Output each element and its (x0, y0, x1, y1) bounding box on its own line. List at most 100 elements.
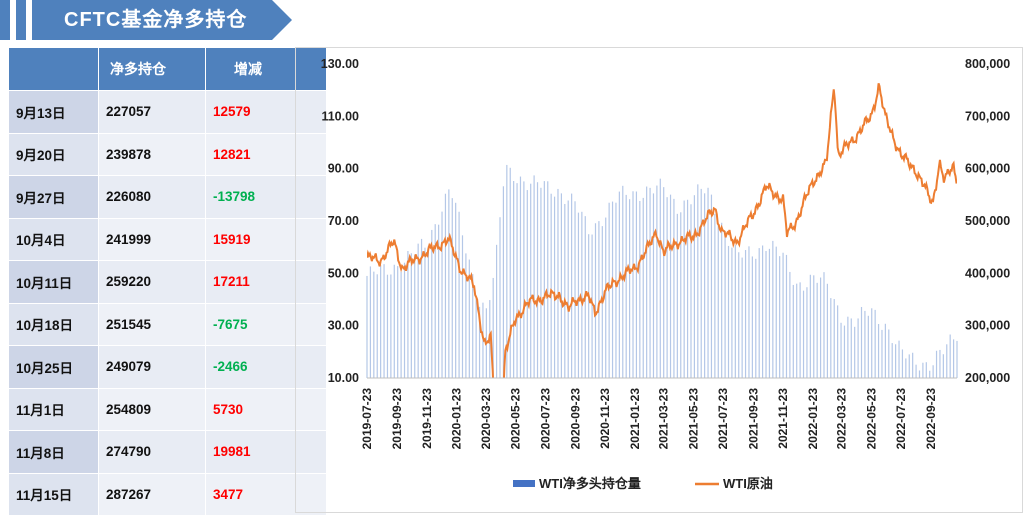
bar (513, 181, 515, 378)
bar (506, 164, 508, 378)
bar (837, 305, 839, 378)
bar (686, 199, 689, 378)
y-left-tick-label: 10.00 (328, 371, 359, 385)
y-right-tick-label: 200,000 (965, 371, 1010, 385)
row-date: 9月13日 (8, 90, 99, 134)
bar (383, 264, 385, 378)
bar (635, 191, 638, 378)
table-row: 10月18日 251545 -7675 (8, 302, 327, 346)
table-row: 10月11日 259220 17211 (8, 260, 327, 304)
bar (710, 194, 713, 378)
bar (843, 325, 846, 378)
bar (826, 283, 829, 378)
table-row: 10月4日 241999 15919 (8, 217, 327, 261)
bar (526, 190, 528, 378)
bar (495, 244, 498, 378)
bar (622, 185, 624, 378)
bar (407, 250, 409, 378)
bar (772, 240, 774, 378)
bar (918, 370, 921, 378)
bar (523, 181, 525, 378)
banner-title: CFTC基金净多持仓 (64, 9, 248, 31)
row-change: 12821 (205, 132, 327, 176)
bar (543, 181, 545, 378)
bar (693, 195, 695, 378)
row-net: 274790 (98, 430, 206, 474)
row-change: 19981 (205, 430, 327, 474)
x-tick-label: 2021-01-23 (628, 388, 642, 450)
bar (608, 202, 610, 378)
legend-line-label: WTI原油 (723, 476, 773, 491)
row-change: 17211 (205, 260, 327, 304)
y-left-tick-label: 90.00 (328, 162, 359, 176)
bar (444, 193, 447, 378)
bar (775, 246, 777, 378)
row-net: 259220 (98, 260, 206, 304)
bar (560, 193, 562, 378)
bar (649, 187, 651, 378)
bar (458, 211, 460, 378)
bar (455, 202, 457, 378)
bar (646, 186, 648, 378)
y-left-tick-label: 130.00 (321, 57, 359, 71)
bar (956, 340, 958, 378)
combo-chart: 130.00 110.00 90.00 70.00 50.00 30.00 10.00 800… (321, 57, 1010, 491)
bar (666, 197, 668, 378)
bar (376, 274, 378, 378)
bar (796, 283, 798, 378)
bar (806, 287, 808, 378)
row-date: 11月1日 (8, 387, 99, 431)
bar (929, 370, 931, 378)
bar (864, 310, 866, 378)
bar (748, 246, 750, 378)
table-row: 10月25日 249079 -2466 (8, 345, 327, 389)
bar (605, 217, 607, 378)
header-change: 增减 (205, 47, 327, 91)
bar (567, 200, 569, 378)
bar (888, 329, 890, 378)
bar (434, 224, 436, 378)
row-change: 12579 (205, 90, 327, 134)
bar (420, 238, 423, 378)
bar (461, 235, 464, 378)
bar (530, 183, 532, 378)
bar (414, 254, 416, 378)
row-change: 5730 (205, 387, 327, 431)
bar (792, 284, 794, 378)
bar (857, 318, 859, 378)
bar (765, 250, 767, 378)
bar (847, 316, 849, 378)
bar (799, 282, 801, 378)
y-left-tick-label: 50.00 (328, 266, 359, 280)
bar (738, 252, 740, 378)
bar (547, 181, 549, 378)
bar (509, 167, 511, 378)
bar (533, 175, 535, 378)
x-tick-label: 2021-11-23 (776, 388, 790, 449)
bar (373, 271, 375, 378)
bar (690, 204, 692, 378)
y-right-tick-label: 700,000 (965, 109, 1010, 123)
bar (915, 364, 917, 378)
bar (867, 315, 869, 378)
row-net: 226080 (98, 175, 206, 219)
table-row: 11月1日 254809 5730 (8, 387, 327, 431)
bar (922, 362, 924, 378)
bar (598, 221, 600, 378)
bar (369, 266, 372, 378)
chart-frame (295, 47, 1023, 513)
bar (564, 203, 566, 378)
bar (942, 354, 944, 378)
bar (536, 182, 539, 378)
bar (424, 247, 426, 378)
header-net: 净多持仓 (98, 47, 206, 91)
bar (403, 262, 406, 378)
bar (912, 352, 914, 378)
table-row: 9月13日 227057 12579 (8, 90, 327, 134)
bar (642, 197, 644, 378)
bar (727, 245, 730, 378)
bar (615, 202, 617, 378)
bar (417, 243, 419, 378)
bar (386, 274, 389, 378)
bar (884, 323, 886, 378)
